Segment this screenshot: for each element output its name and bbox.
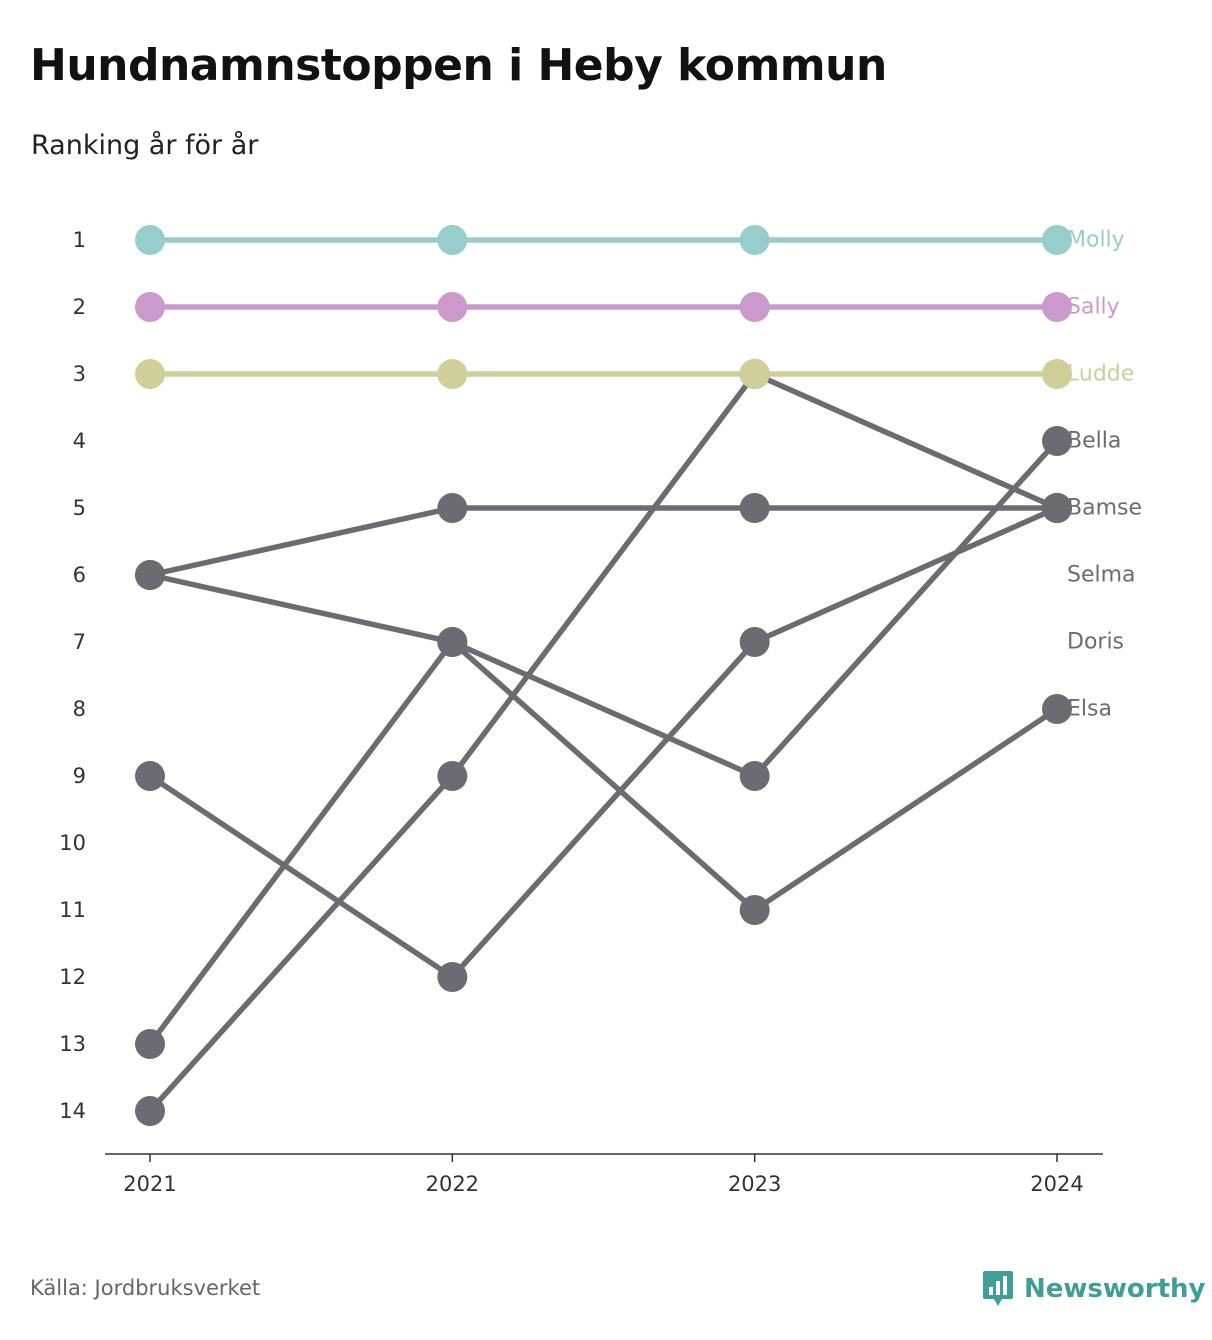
- data-point-doris: [437, 962, 468, 992]
- y-tick-label: 3: [73, 362, 86, 386]
- series-lines: [147, 237, 1060, 1114]
- series-line-bamse: [147, 505, 1060, 578]
- series-label-molly: Molly: [1067, 228, 1125, 253]
- y-tick-label: 9: [73, 764, 86, 788]
- data-point-elsa: [135, 560, 165, 590]
- data-point-elsa: [739, 895, 770, 925]
- data-point-bella: [1042, 426, 1072, 456]
- data-point-molly: [1042, 225, 1072, 255]
- data-point-ludde: [437, 359, 468, 389]
- x-tick-label: 2023: [728, 1172, 781, 1196]
- x-tick-label: 2022: [426, 1172, 479, 1196]
- series-label-selma: Selma: [1067, 563, 1136, 588]
- series-label-doris: Doris: [1067, 630, 1124, 655]
- data-point-bamse: [437, 493, 468, 523]
- data-point-elsa: [1042, 694, 1072, 724]
- data-point-sally: [437, 292, 468, 322]
- data-point-ludde: [135, 359, 165, 389]
- data-point-molly: [135, 225, 165, 255]
- data-point-selma: [135, 1096, 165, 1126]
- y-tick-label: 8: [73, 697, 86, 721]
- data-point-selma: [437, 761, 468, 791]
- y-tick-label: 4: [73, 429, 86, 453]
- series-line-selma: [147, 371, 1060, 1114]
- x-tick-label: 2024: [1030, 1172, 1083, 1196]
- x-axis: 2021 2022 2023 2024: [105, 1153, 1103, 1196]
- data-point-doris: [739, 627, 770, 657]
- series-line-bella: [147, 438, 1060, 1047]
- data-point-doris: [135, 761, 165, 791]
- series-label-ludde: Ludde: [1067, 362, 1134, 387]
- data-point-molly: [437, 225, 468, 255]
- data-point-sally: [135, 292, 165, 322]
- series-label-sally: Sally: [1067, 295, 1120, 320]
- data-point-sally: [739, 292, 770, 322]
- data-point-bella: [739, 761, 770, 791]
- data-point-bamse: [739, 493, 770, 523]
- x-tick-label: 2021: [123, 1172, 176, 1196]
- y-tick-label: 12: [59, 965, 86, 989]
- series-points: [135, 225, 1072, 1126]
- brand-logo: Newsworthy: [982, 1270, 1205, 1308]
- source-note: Källa: Jordbruksverket: [30, 1276, 261, 1300]
- data-point-elsa: [437, 627, 468, 657]
- series-label-bella: Bella: [1067, 429, 1121, 454]
- data-point-bella: [135, 1029, 165, 1059]
- data-point-ludde: [1042, 359, 1072, 389]
- y-tick-label: 6: [73, 563, 86, 587]
- data-point-ludde: [739, 359, 770, 389]
- series-line-elsa: [147, 572, 1060, 913]
- end-labels: Molly Sally Ludde Bella Bamse Selma Doris Elsa: [1067, 228, 1142, 722]
- y-tick-label: 13: [59, 1032, 86, 1056]
- y-tick-label: 5: [73, 496, 86, 520]
- y-tick-label: 14: [59, 1099, 86, 1123]
- data-point-molly: [739, 225, 770, 255]
- y-tick-label: 7: [73, 630, 86, 654]
- y-tick-label: 10: [59, 831, 86, 855]
- y-tick-label: 1: [73, 228, 86, 252]
- chart-title: Hundnamnstoppen i Heby kommun: [30, 40, 887, 91]
- newsworthy-chart-bubble-icon: [983, 1271, 1013, 1306]
- brand-name: Newsworthy: [1024, 1274, 1206, 1304]
- series-label-elsa: Elsa: [1067, 697, 1112, 722]
- series-label-bamse: Bamse: [1067, 496, 1142, 521]
- data-point-sally: [1042, 292, 1072, 322]
- chart-subtitle: Ranking år för år: [31, 130, 259, 161]
- data-point-doris: [1042, 493, 1072, 523]
- y-tick-label: 11: [59, 898, 86, 922]
- series-line-doris: [147, 505, 1060, 980]
- y-tick-label: 2: [73, 295, 86, 319]
